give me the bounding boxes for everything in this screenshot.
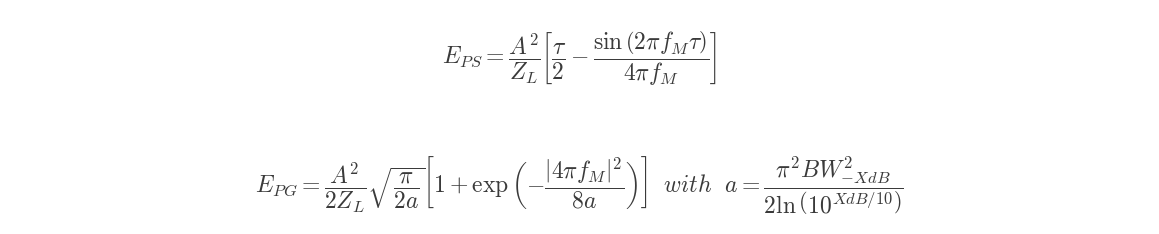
Text: $E_{PG} = \dfrac{A^2}{2Z_L} \sqrt{\dfrac{\pi}{2a}} \left[ 1 + \exp\left( -\dfrac: $E_{PG} = \dfrac{A^2}{2Z_L} \sqrt{\dfrac…: [255, 155, 904, 217]
Text: $E_{PS} = \dfrac{A^2}{Z_L} \left[ \dfrac{\tau}{2} - \dfrac{\sin\left(2\pi f_M \t: $E_{PS} = \dfrac{A^2}{Z_L} \left[ \dfrac…: [442, 31, 717, 88]
